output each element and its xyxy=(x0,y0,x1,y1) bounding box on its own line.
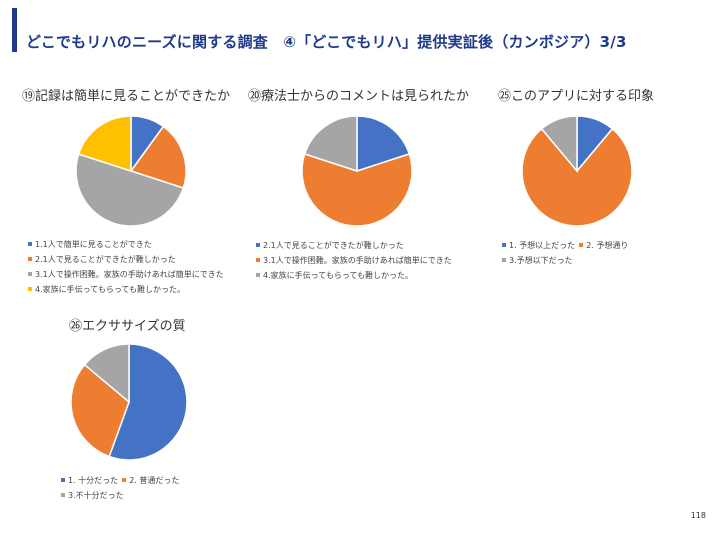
legend-label: 1. 十分だった xyxy=(68,476,119,485)
legend-marker xyxy=(579,242,584,247)
legend-item: 2. 普通だった xyxy=(122,473,179,488)
legend-marker xyxy=(256,272,260,277)
legend-item: 1. 十分だった xyxy=(61,473,118,488)
pie-slice-2 xyxy=(521,127,633,227)
pie-chart xyxy=(521,115,633,227)
legend-label: 3.不十分だった xyxy=(68,491,124,500)
legend-label: 2. 普通だった xyxy=(129,476,180,485)
legend-item: 4.家族に手伝ってもらっても難しかった。 xyxy=(28,282,224,297)
legend-marker xyxy=(502,257,506,262)
pie-slice-2 xyxy=(70,363,130,458)
chart-legend: 2.1人で見ることができたが難しかった 3.1人で操作困難。家族の手助けあれば簡単… xyxy=(256,238,452,283)
legend-item: 2.1人で見ることができたが難しかった xyxy=(256,238,452,253)
chart-legend: 1. 予想以上だった 2. 予想通り 3.予想以下だった xyxy=(502,238,632,268)
legend-label: 1. 予想以上だった xyxy=(509,241,576,250)
legend-item: 3.1人で操作困難。家族の手助けあれば簡単にできた xyxy=(28,267,224,282)
legend-item: 1.1人で簡単に見ることができた xyxy=(28,237,224,252)
legend-marker xyxy=(28,256,32,261)
legend-marker xyxy=(28,241,32,246)
pie-slice-2 xyxy=(129,125,187,189)
legend-item: 2. 予想通り xyxy=(579,238,628,253)
pie-slice-1 xyxy=(356,115,411,173)
legend-item: 1. 予想以上だった xyxy=(502,238,575,253)
legend-marker xyxy=(61,492,65,497)
chart-title: ⑲記録は簡単に見ることができたか xyxy=(22,89,231,104)
pie-slice-2 xyxy=(301,153,413,227)
legend-marker xyxy=(122,477,127,482)
chart-legend: 1.1人で簡単に見ることができた 2.1人で見ることができたが難しかった 3.1人で… xyxy=(28,237,224,297)
legend-marker xyxy=(502,242,506,247)
chart-title: ⑳療法士からのコメントは見られたか xyxy=(248,89,470,104)
legend-label: 3.予想以下だった xyxy=(509,256,573,265)
legend-marker xyxy=(28,286,32,291)
chart-legend: 1. 十分だった 2. 普通だった 3.不十分だった xyxy=(61,473,183,503)
page-number: 118 xyxy=(690,511,706,520)
chart-title: ㉖エクササイズの質 xyxy=(69,319,186,334)
pie-slice-3 xyxy=(83,343,130,404)
pie-slice-3 xyxy=(540,115,578,174)
legend-marker xyxy=(256,242,260,247)
pie-chart xyxy=(70,343,188,461)
legend-item: 2.1人で見ることができたが難しかった xyxy=(28,252,224,267)
legend-item: 4.家族に手伝ってもらっても難しかった。 xyxy=(256,268,452,283)
legend-item: 3.予想以下だった xyxy=(502,253,632,268)
pie-slice-1 xyxy=(108,343,188,461)
chart-app-impression: ㉕このアプリに対する印象 1. 予想以上だった 2. 予想通り 3.予想以下だった xyxy=(492,80,712,310)
legend-label: 3.1人で操作困難。家族の手助けあれば簡単にできた xyxy=(35,270,224,279)
chart-therapist-comments: ⑳療法士からのコメントは見られたか 2.1人で見ることができたが難しかった 3.1… xyxy=(248,80,478,310)
title-accent-bar xyxy=(12,8,17,52)
pie-slice-4 xyxy=(77,115,132,173)
legend-label: 1.1人で簡単に見ることができた xyxy=(35,240,152,249)
legend-label: 2.1人で見ることができたが難しかった xyxy=(35,255,176,264)
chart-title: ㉕このアプリに対する印象 xyxy=(498,89,655,104)
chart-record-viewing: ⑲記録は簡単に見ることができたか 1.1人で簡単に見ることができた 2.1人で見る… xyxy=(20,80,250,310)
legend-label: 4.家族に手伝ってもらっても難しかった。 xyxy=(35,285,186,294)
legend-item: 3.1人で操作困難。家族の手助けあれば簡単にできた xyxy=(256,253,452,268)
legend-marker xyxy=(28,271,32,276)
legend-item: 3.不十分だった xyxy=(61,488,183,503)
legend-label: 4.家族に手伝ってもらっても難しかった。 xyxy=(263,271,414,280)
pie-slice-3 xyxy=(75,153,185,227)
legend-marker xyxy=(256,257,260,262)
legend-label: 3.1人で操作困難。家族の手助けあれば簡単にできた xyxy=(263,256,452,265)
legend-label: 2.1人で見ることができたが難しかった xyxy=(263,241,404,250)
pie-slice-3 xyxy=(303,115,358,173)
chart-exercise-quality: ㉖エクササイズの質 1. 十分だった 2. 普通だった 3.不十分だった xyxy=(55,310,285,510)
pie-chart xyxy=(301,115,413,227)
pie-chart xyxy=(75,115,187,227)
legend-label: 2. 予想通り xyxy=(586,241,629,250)
page-title: どこでもリハのニーズに関する調査 ④「どこでもリハ」提供実証後（カンボジア）3/… xyxy=(26,33,627,51)
legend-marker xyxy=(61,477,65,482)
